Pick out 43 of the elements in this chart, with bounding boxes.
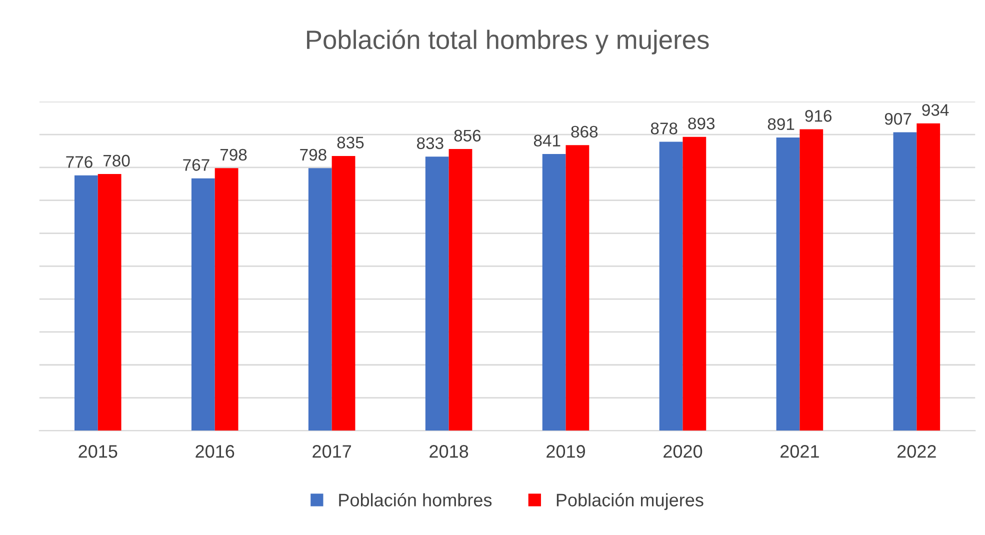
x-tick-label: 2021	[780, 445, 819, 458]
data-label: 856	[454, 130, 481, 142]
bar	[800, 129, 824, 431]
x-tick-label: 2020	[664, 445, 702, 458]
bar	[659, 142, 683, 431]
x-tick-label: 2017	[312, 445, 351, 458]
data-label: 893	[688, 118, 715, 130]
data-label: 798	[300, 148, 326, 161]
data-label: 907	[884, 112, 912, 125]
x-tick-label: 2016	[196, 445, 234, 458]
bar	[308, 168, 332, 431]
chart-title: Población total hombres y mujeres	[307, 29, 709, 54]
data-label: 835	[337, 136, 364, 148]
x-tick-label: 2018	[430, 445, 468, 458]
legend-label: Población hombres	[339, 492, 492, 506]
bar	[191, 178, 215, 431]
data-label: 833	[416, 137, 444, 150]
bar	[893, 132, 917, 431]
data-label: 776	[66, 156, 92, 168]
data-label: 798	[220, 148, 247, 161]
data-label: 767	[183, 159, 210, 171]
data-label: 841	[534, 134, 560, 147]
x-tick-label: 2019	[546, 445, 585, 458]
data-label: 891	[768, 118, 794, 130]
bar	[214, 168, 238, 431]
bar	[332, 156, 356, 431]
x-tick-label: 2022	[897, 445, 936, 458]
data-label: 878	[650, 122, 678, 134]
bar	[425, 156, 449, 431]
data-label: 780	[103, 154, 130, 167]
bar	[566, 145, 590, 431]
data-label: 868	[571, 126, 598, 138]
bar	[74, 175, 98, 431]
data-label: 916	[805, 110, 832, 122]
x-tick-label: 2015	[78, 445, 118, 458]
legend-label: Población mujeres	[556, 492, 704, 510]
bar	[682, 136, 706, 431]
bar	[98, 174, 122, 431]
bar	[776, 138, 800, 431]
bar	[542, 154, 566, 431]
bar	[916, 123, 940, 431]
bar	[448, 149, 472, 431]
data-label: 934	[922, 104, 949, 116]
